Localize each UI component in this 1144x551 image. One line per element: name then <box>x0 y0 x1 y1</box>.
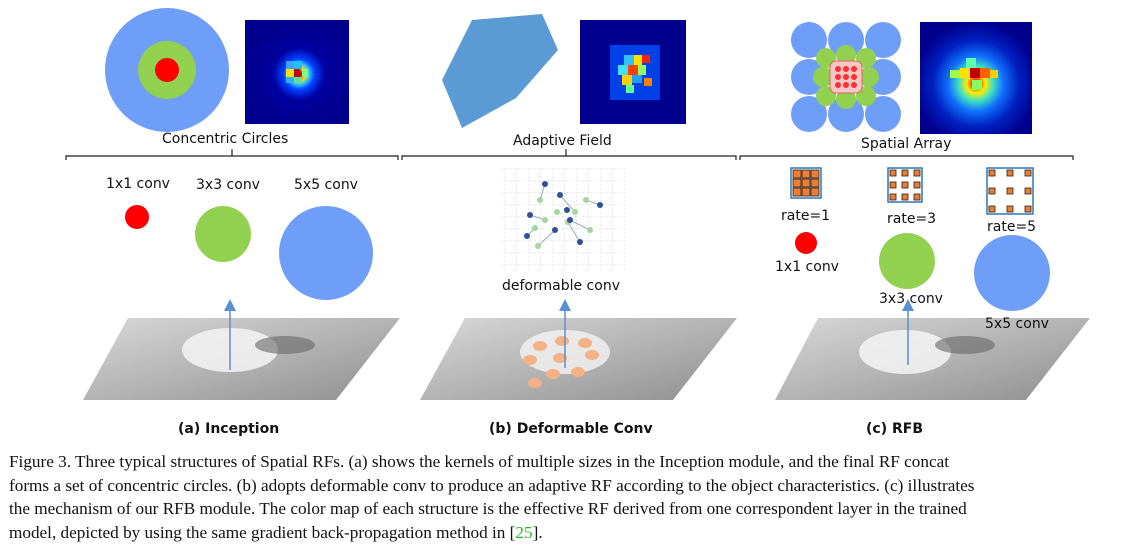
caption-last-line: model, depicted by using the same gradie… <box>9 521 1137 545</box>
panel-label-b: (b) Deformable Conv <box>489 421 653 437</box>
bracket-b <box>401 155 737 160</box>
panel-label-c: (c) RFB <box>866 421 923 437</box>
rate-1-kernel <box>790 167 822 199</box>
rfb-5x5-circle <box>974 235 1050 311</box>
kernel-1x1-label: 1x1 conv <box>106 176 170 192</box>
caption-line: the mechanism of our RFB module. The col… <box>9 499 967 519</box>
kernel-5x5-circle <box>279 206 373 300</box>
rate-3-kernel <box>887 167 923 203</box>
panel-label-a: (a) Inception <box>178 421 280 437</box>
caption-line: forms a set of concentric circles. (b) a… <box>9 475 975 495</box>
deformable-conv-label: deformable conv <box>502 278 620 294</box>
deformable-grid <box>503 168 625 272</box>
spatial-array-diagram <box>791 22 901 132</box>
kernel-3x3-circle <box>195 206 251 262</box>
rate-5-kernel <box>986 167 1034 215</box>
rate-1-label: rate=1 <box>781 208 831 224</box>
heatmap-c <box>920 22 1032 134</box>
rfb-1x1-label: 1x1 conv <box>775 259 839 275</box>
panel-b-deformable <box>401 14 737 400</box>
kernel-1x1-circle <box>125 205 149 229</box>
kernel-5x5-label: 5x5 conv <box>294 177 358 193</box>
adaptive-field-title: Adaptive Field <box>513 133 612 149</box>
concentric-circles-title: Concentric Circles <box>162 131 289 147</box>
concentric-inner-circle <box>155 58 179 82</box>
rfb-5x5-label: 5x5 conv <box>985 316 1049 332</box>
rfb-3x3-label: 3x3 conv <box>879 291 943 307</box>
adaptive-field-shape <box>442 14 558 128</box>
bracket-a <box>65 155 399 160</box>
rfb-1x1-circle <box>795 232 817 254</box>
caption-last-line-text: model, depicted by using the same gradie… <box>9 522 516 542</box>
input-image-b <box>420 318 737 400</box>
heatmap-b <box>580 20 686 124</box>
spatial-array-title: Spatial Array <box>861 136 952 152</box>
kernel-3x3-label: 3x3 conv <box>196 177 260 193</box>
input-image-a <box>83 318 400 400</box>
panel-a-inception <box>65 8 400 400</box>
panel-c-rfb <box>739 22 1090 400</box>
citation-link[interactable]: 25 <box>515 522 533 542</box>
caption-line: Figure 3. Three typical structures of Sp… <box>9 452 950 471</box>
rfb-3x3-circle <box>879 233 935 289</box>
input-image-c <box>775 318 1090 400</box>
caption-last-line-end: ]. <box>532 522 543 542</box>
heatmap-a <box>245 20 349 124</box>
rate-5-label: rate=5 <box>987 219 1037 235</box>
bracket-c <box>739 155 1074 160</box>
figure-graphics <box>65 8 1090 400</box>
rate-3-label: rate=3 <box>887 211 937 227</box>
figure-caption: Figure 3. Three typical structures of Sp… <box>9 450 1137 544</box>
